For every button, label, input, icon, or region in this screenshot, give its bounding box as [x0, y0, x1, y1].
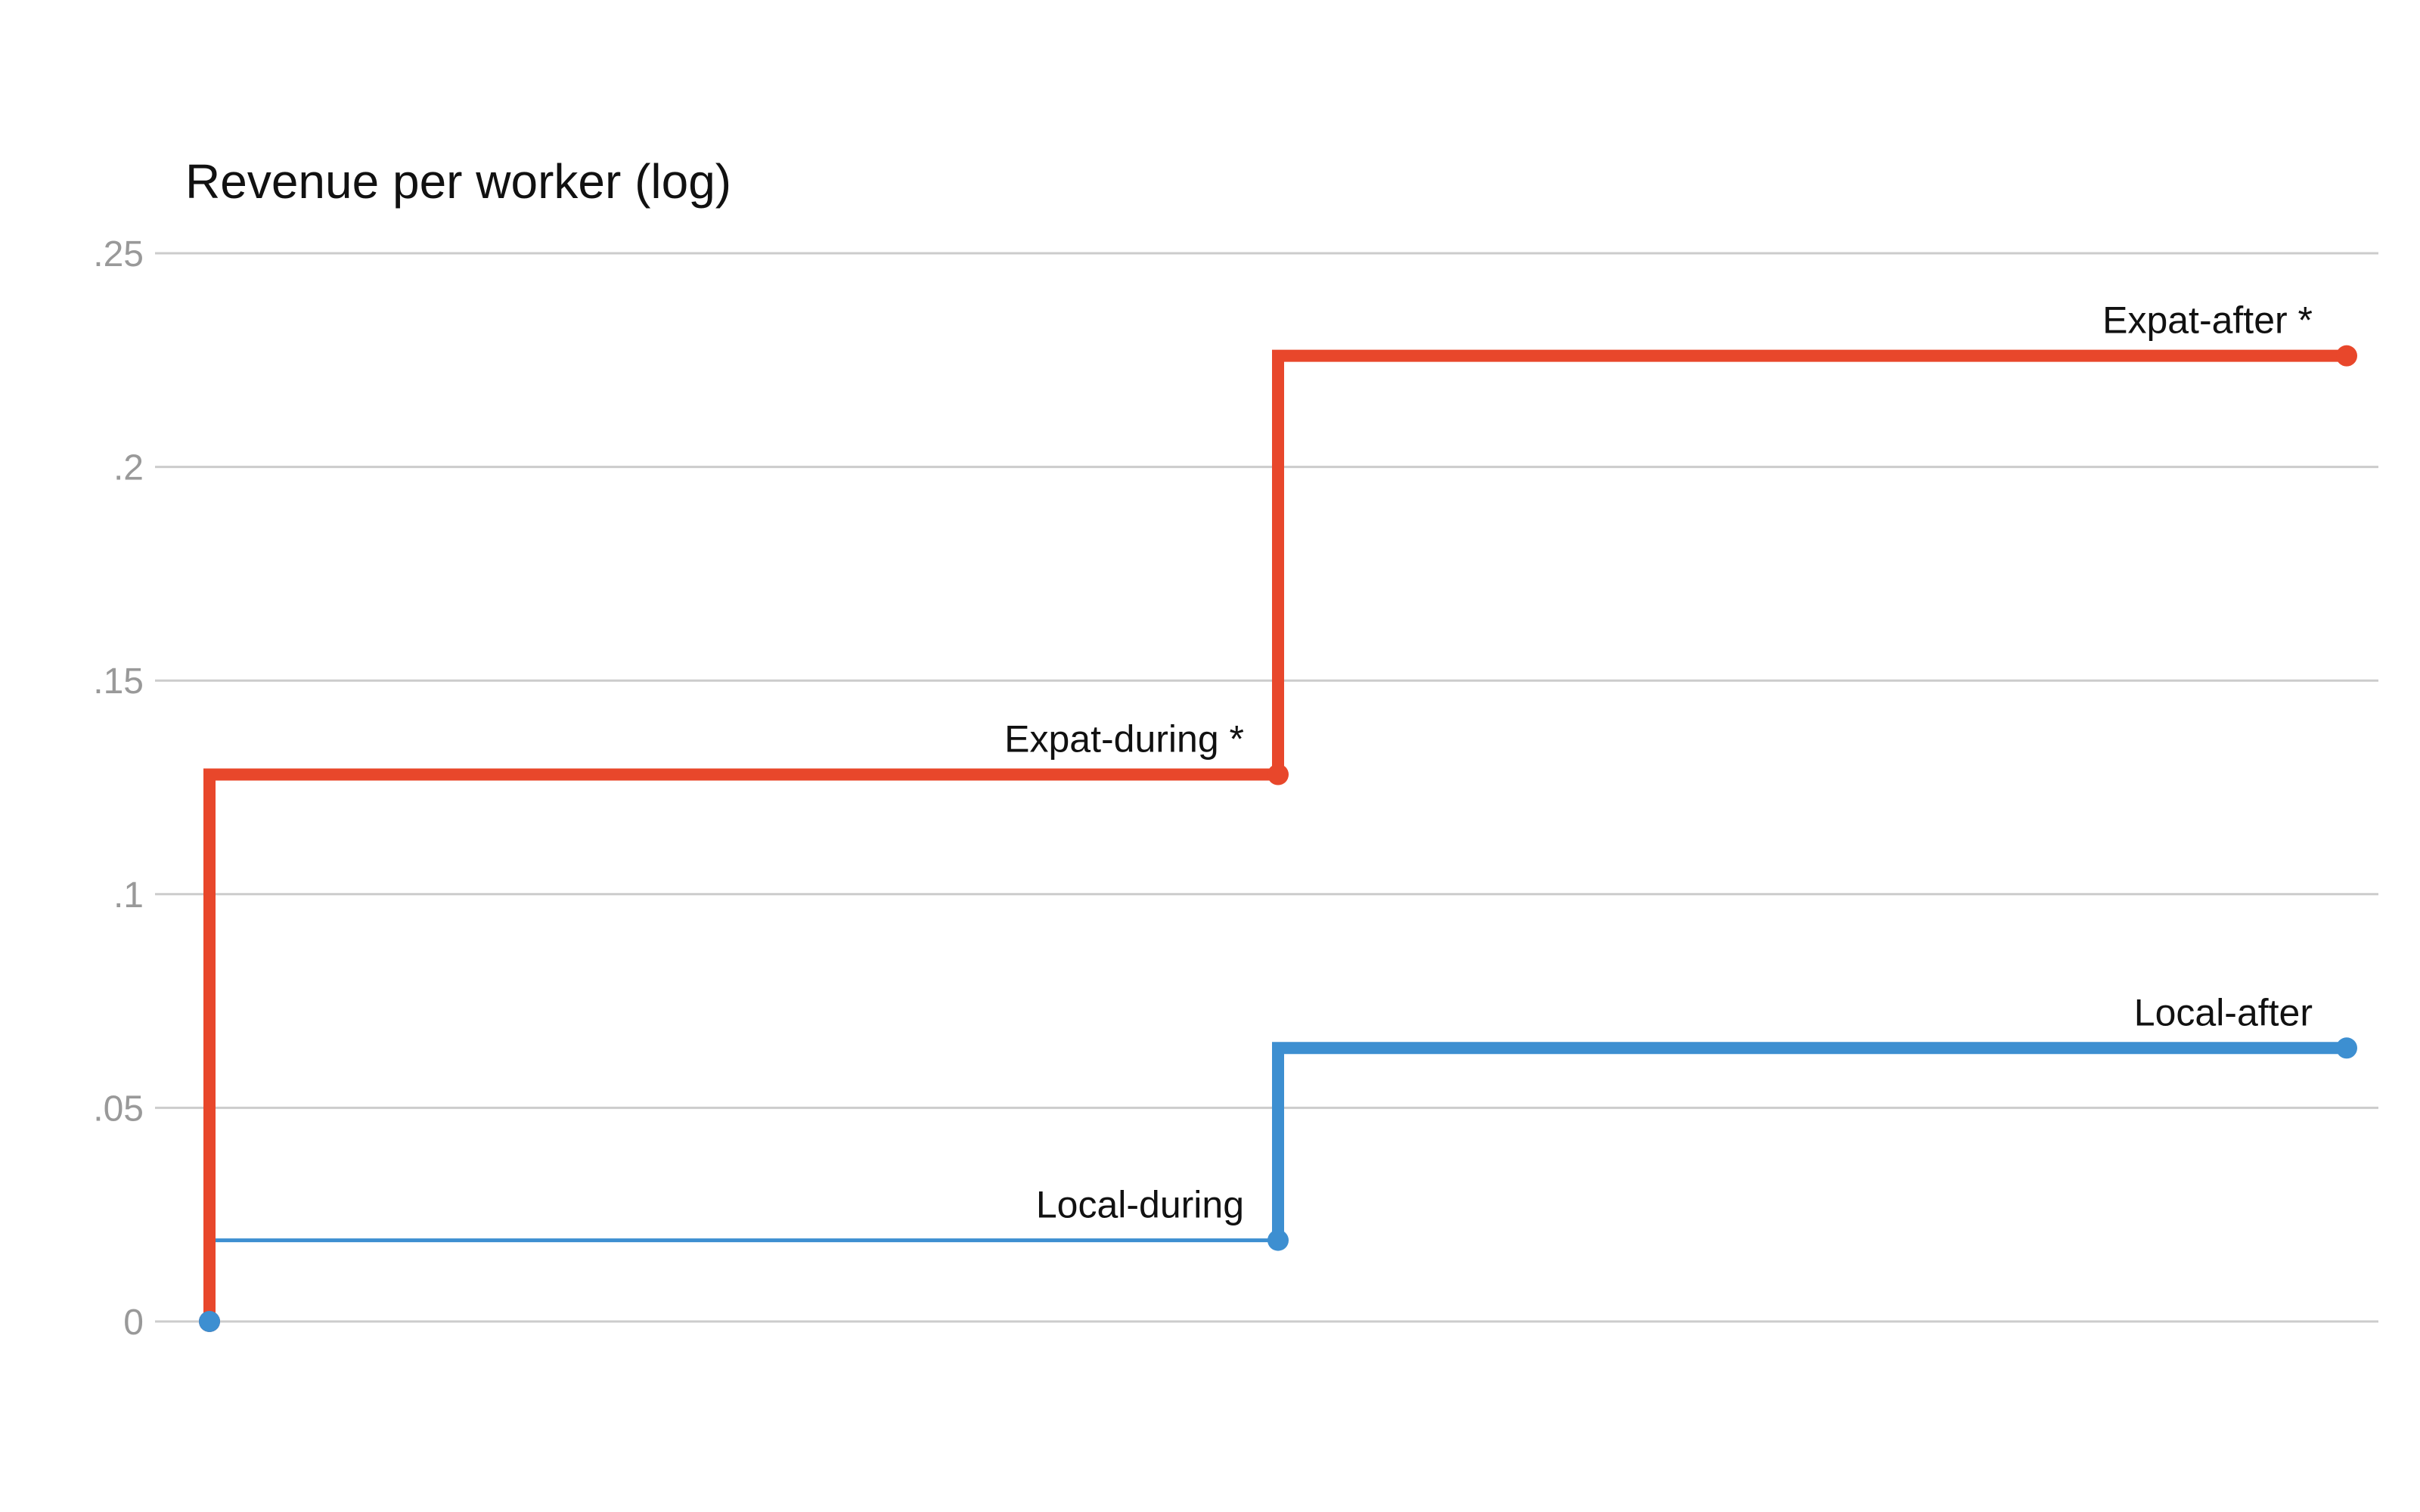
series-local: [199, 1037, 2357, 1332]
step-segment-expat: [1272, 349, 2347, 775]
chart-title: Revenue per worker (log): [185, 154, 731, 209]
series-layer: [199, 345, 2357, 1332]
y-tick-label: 0: [123, 1303, 144, 1343]
data-point-expat: [1267, 764, 1289, 785]
point-label: Local-after: [2134, 991, 2313, 1033]
origin-point: [199, 1311, 220, 1332]
point-label: Expat-after *: [2102, 299, 2313, 342]
y-tick-label: .05: [93, 1089, 144, 1129]
point-labels: Expat-during * Expat-after * Local-during L…: [199, 299, 2313, 1332]
data-point-local: [1267, 1229, 1289, 1251]
step-segment-expat: [203, 768, 1278, 1321]
gridlines: [155, 252, 2378, 1323]
step-segment-local: [207, 1238, 1278, 1321]
y-tick-label: .2: [113, 448, 144, 488]
y-tick-label: .1: [113, 875, 144, 916]
y-tick-label: .15: [93, 662, 144, 702]
y-axis-ticks: 0 .05 .1 .15 .2 .25: [93, 234, 144, 1343]
y-tick-label: .25: [93, 234, 144, 274]
point-label: Expat-during *: [1004, 718, 1244, 761]
point-label: Local-during: [1036, 1184, 1244, 1226]
data-point-expat: [2336, 345, 2357, 367]
step-segment-local: [1272, 1042, 2347, 1241]
data-point-local: [2336, 1037, 2357, 1059]
